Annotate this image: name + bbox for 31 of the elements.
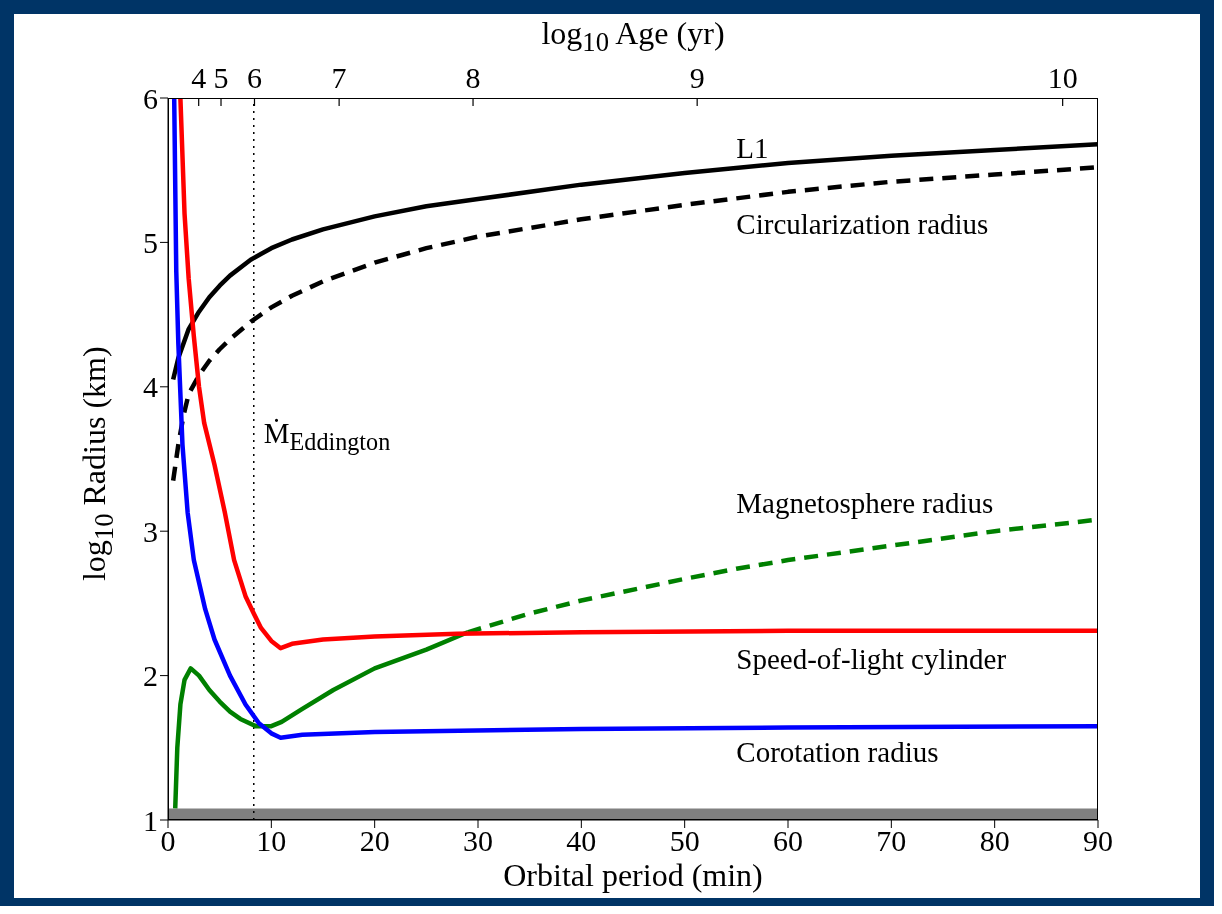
series-label: Speed-of-light cylinder — [736, 642, 1007, 677]
series-label: Corotation radius — [736, 734, 939, 769]
text: 9 — [689, 61, 705, 94]
text: 5 — [213, 61, 229, 94]
x-tick-label: 60 — [773, 824, 803, 858]
x-tick-label: 20 — [359, 824, 390, 858]
x-tick-label: 0 — [160, 824, 176, 858]
text: 8 — [465, 61, 481, 94]
y-tick-label: 3 — [143, 514, 158, 548]
series-label: Circularization radius — [736, 207, 989, 242]
text: 10 — [1047, 61, 1078, 94]
x-tick-label: 30 — [463, 824, 493, 858]
y-tick-label: 2 — [143, 659, 158, 693]
series-label: L1 — [736, 131, 769, 166]
x-tick-label: 50 — [669, 824, 700, 858]
text: 6 — [246, 61, 262, 94]
ref-line-label: Ṁ$_{Eddington}$ — [263, 415, 391, 457]
x-tick-label: 40 — [566, 824, 597, 858]
y-tick-label: 1 — [143, 803, 158, 837]
x-tick-label: 70 — [876, 824, 907, 858]
x-tick-label: 90 — [1083, 824, 1113, 858]
y-tick-label: 6 — [143, 81, 158, 115]
x2-axis-title: log$_{10}$ Age (yr) — [540, 14, 726, 60]
x-axis-title: Orbital period (min) — [502, 856, 764, 894]
text: 4 — [191, 61, 207, 94]
y-tick-label: 4 — [143, 370, 158, 404]
text: 7 — [331, 61, 347, 94]
series-label: Magnetosphere radius — [736, 485, 994, 520]
x-tick-label: 80 — [979, 824, 1010, 858]
x-tick-label: 10 — [256, 824, 287, 858]
y-tick-label: 5 — [143, 226, 158, 260]
